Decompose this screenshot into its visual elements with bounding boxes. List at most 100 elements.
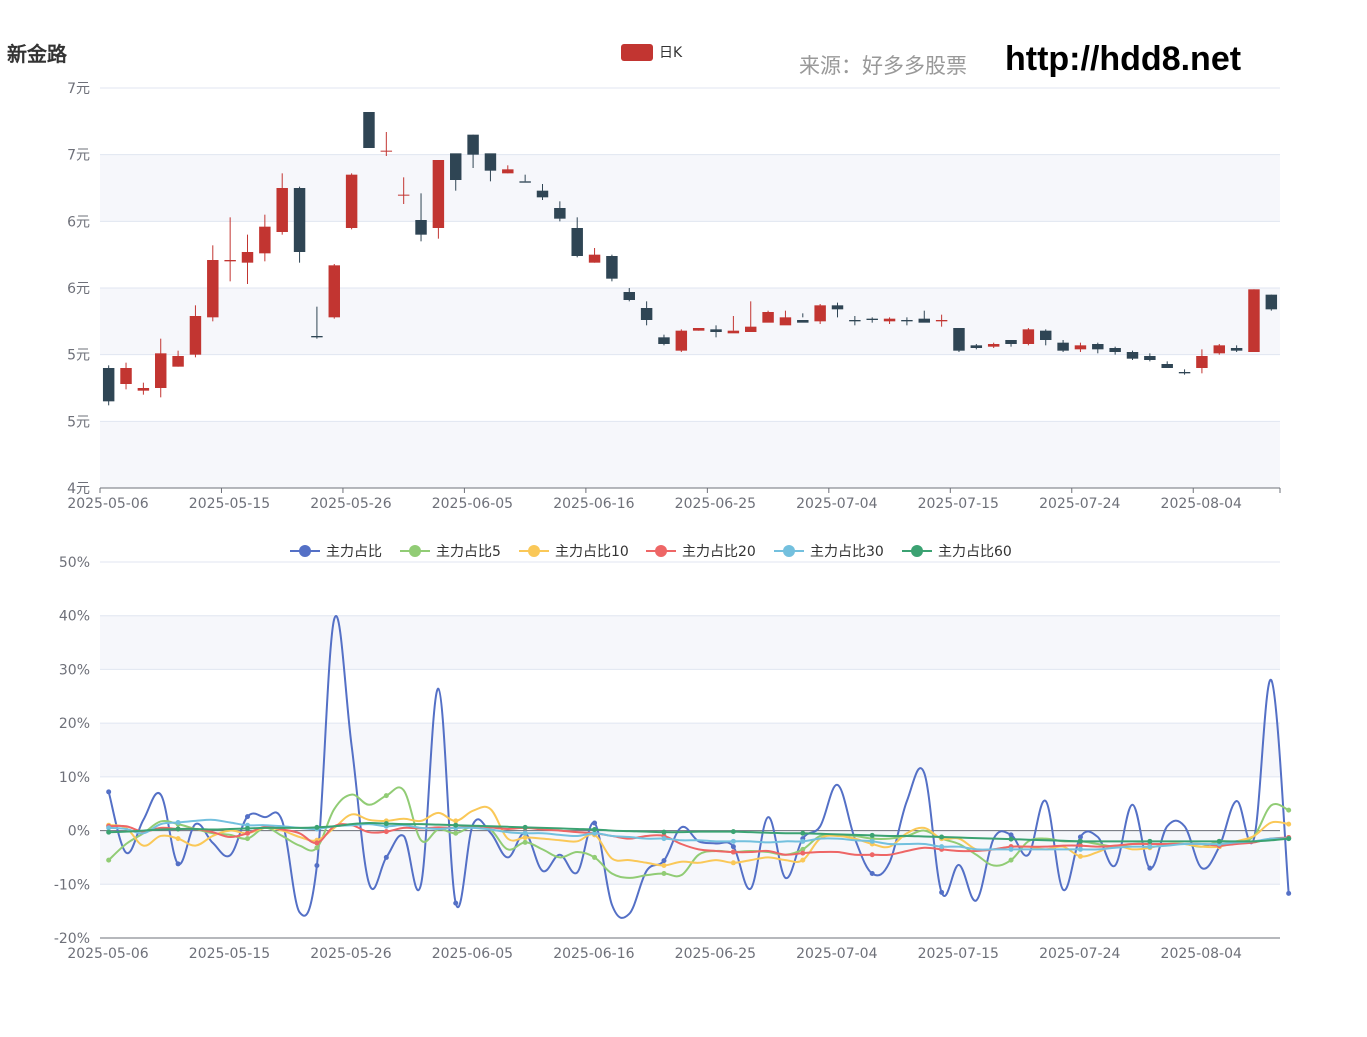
x-tick-label: 2025-06-05 (432, 946, 513, 962)
y-tick-label: 6元 (67, 281, 90, 297)
series-point-0 (175, 861, 181, 867)
y-tick-label: 7元 (67, 148, 90, 164)
y-tick-label: 0% (68, 824, 90, 840)
x-tick-label: 2025-05-26 (310, 496, 391, 512)
legend-label-5: 主力占比60 (938, 544, 1012, 560)
series-point-4 (106, 825, 112, 831)
site-url[interactable]: http://hdd8.net (1005, 40, 1242, 78)
series-point-3 (800, 850, 806, 856)
candle-body (710, 329, 722, 332)
y-tick-label: 10% (59, 770, 90, 786)
series-point-1 (522, 839, 528, 845)
x-tick-label: 2025-05-06 (67, 496, 148, 512)
x-tick-label: 2025-06-16 (553, 496, 634, 512)
x-tick-label: 2025-06-25 (675, 496, 756, 512)
candle-body (380, 150, 393, 152)
candle-body (120, 368, 132, 384)
candle-body (1057, 342, 1069, 351)
series-point-5 (869, 832, 875, 838)
candle-body (189, 316, 202, 355)
series-point-0 (1286, 890, 1292, 896)
candle-body (745, 326, 757, 332)
candle-body (1109, 348, 1121, 352)
series-point-5 (245, 825, 250, 831)
legend-marker-1 (409, 545, 421, 557)
y-tick-label: 30% (59, 662, 90, 678)
candle-body (345, 174, 358, 228)
candle-body (588, 254, 601, 263)
series-point-0 (869, 871, 875, 877)
series-line-3 (108, 823, 1289, 857)
series-point-0 (245, 814, 250, 820)
series-point-0 (1008, 832, 1014, 838)
series-point-0 (661, 858, 667, 864)
candle-body (311, 336, 323, 338)
series-point-2 (730, 860, 736, 866)
candle-body (606, 256, 618, 279)
grid-band (100, 723, 1280, 777)
series-point-2 (453, 818, 459, 824)
series-point-0 (939, 889, 945, 895)
y-tick-label: 40% (59, 609, 90, 625)
series-point-1 (383, 793, 389, 799)
series-point-4 (869, 838, 875, 844)
candle-body (901, 320, 913, 322)
candle-body (623, 292, 635, 300)
candle-body (658, 337, 670, 344)
candle-body (1126, 352, 1139, 359)
y-tick-label: 4元 (67, 481, 90, 497)
grid-band (100, 830, 1280, 885)
series-point-5 (1216, 838, 1222, 844)
series-point-3 (869, 852, 875, 858)
candle-body (1230, 348, 1243, 351)
x-tick-label: 2025-07-24 (1039, 946, 1120, 962)
y-tick-label: 5元 (67, 414, 90, 430)
x-tick-label: 2025-06-05 (432, 496, 513, 512)
candle-body (1022, 329, 1035, 344)
candle-body (467, 134, 479, 155)
candle-body (137, 388, 150, 391)
series-point-4 (175, 820, 181, 826)
series-point-0 (730, 844, 736, 850)
legend-label-daily-k: 日K (659, 45, 683, 61)
series-point-5 (661, 829, 667, 835)
series-point-1 (800, 846, 806, 852)
series-point-2 (661, 862, 667, 868)
legend-label-1: 主力占比5 (436, 544, 501, 560)
candle-body (207, 260, 219, 318)
series-point-0 (314, 862, 320, 868)
candle-body (692, 328, 705, 331)
series-line-1 (107, 786, 1290, 879)
series-point-4 (800, 838, 806, 844)
candle-body (450, 153, 462, 180)
series-point-5 (1008, 836, 1014, 842)
candle-body (779, 317, 792, 326)
candle-body (328, 265, 340, 318)
series-point-2 (522, 835, 528, 841)
legend-marker-3 (655, 545, 667, 557)
candle-body (571, 228, 583, 256)
candle-body (1005, 340, 1017, 344)
series-point-5 (314, 824, 320, 830)
series-point-2 (800, 857, 806, 863)
candle-body (241, 252, 254, 263)
series-point-5 (106, 829, 112, 835)
candle-body (866, 318, 878, 320)
series-point-4 (730, 838, 736, 844)
series-point-5 (522, 824, 528, 830)
series-point-4 (661, 836, 667, 842)
grid-band (100, 288, 1280, 355)
candle-body (935, 320, 948, 322)
y-tick-label: -20% (54, 931, 90, 947)
series-point-0 (106, 789, 112, 795)
series-point-5 (1286, 836, 1292, 842)
series-point-1 (1008, 857, 1014, 863)
candle-body (155, 353, 167, 388)
candle-body (1074, 345, 1087, 350)
legend-label-4: 主力占比30 (810, 544, 884, 560)
x-tick-label: 2025-05-26 (310, 946, 391, 962)
candle-body (1178, 372, 1191, 374)
series-point-1 (314, 845, 320, 851)
legend-marker-5 (911, 545, 923, 557)
candle-body (276, 188, 288, 232)
